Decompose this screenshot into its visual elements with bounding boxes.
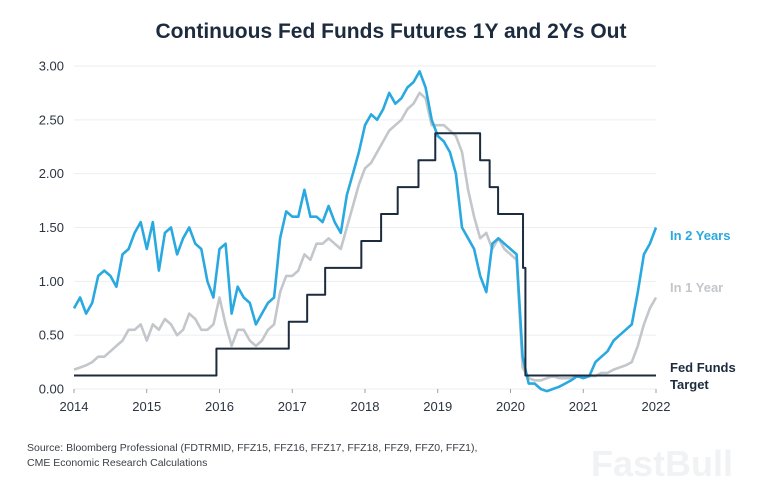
y-tick-label: 3.00 [39, 59, 64, 74]
x-tick-label: 2014 [60, 399, 89, 414]
source-line-2: CME Economic Research Calculations [27, 457, 207, 469]
series-lines [72, 70, 658, 393]
x-tick-label: 2016 [205, 399, 234, 414]
label-fed-funds: Fed Funds [670, 360, 736, 375]
chart-title: Continuous Fed Funds Futures 1Y and 2Ys … [156, 20, 627, 43]
x-axis-ticks: 2014 2015 2016 2017 2018 2019 2020 2021 2022 [60, 389, 671, 414]
y-tick-label: 1.50 [39, 220, 64, 235]
y-tick-label: 0.00 [39, 382, 64, 397]
y-tick-label: 1.00 [39, 274, 64, 289]
x-tick-label: 2022 [642, 399, 671, 414]
label-in-2-years: In 2 Years [670, 228, 730, 243]
y-axis-ticks: 0.00 0.50 1.00 1.50 2.00 2.50 3.00 [39, 59, 64, 397]
label-in-1-year: In 1 Year [670, 280, 723, 295]
y-tick-label: 2.50 [39, 112, 64, 127]
series-line-fed-funds-target [74, 132, 656, 377]
y-tick-label: 0.50 [39, 328, 64, 343]
label-target: Target [670, 377, 709, 392]
gridlines [74, 65, 656, 390]
x-tick-label: 2015 [132, 399, 161, 414]
series-line-in-2-years [72, 70, 658, 393]
x-tick-label: 2020 [496, 399, 525, 414]
x-tick-label: 2018 [351, 399, 380, 414]
x-tick-label: 2021 [569, 399, 598, 414]
x-tick-label: 2017 [278, 399, 307, 414]
series-line-in-1-year [73, 91, 658, 382]
watermark: FastBull [591, 443, 733, 484]
x-tick-label: 2019 [423, 399, 452, 414]
source-line-1: Source: Bloomberg Professional (FDTRMID,… [27, 442, 477, 454]
y-tick-label: 2.00 [39, 166, 64, 181]
